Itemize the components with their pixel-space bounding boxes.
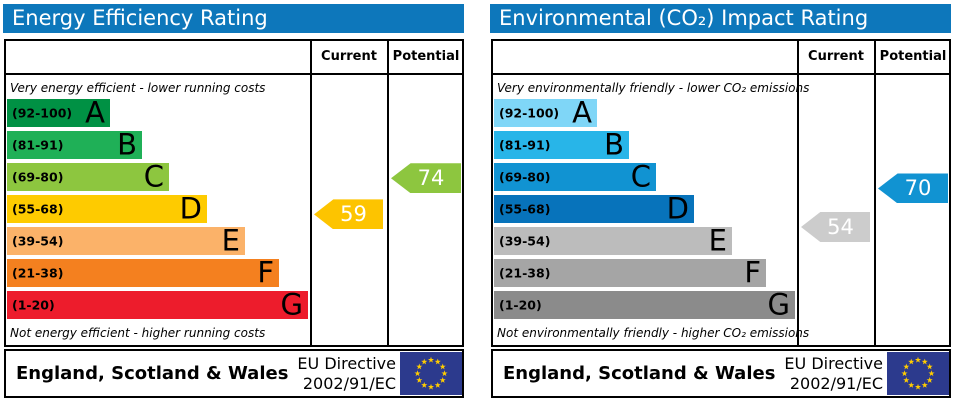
environmental-impact-panel: Environmental (CO₂) Impact Rating Curren… [487, 0, 955, 404]
band-range: (81-91) [499, 137, 551, 153]
table-header-divider [4, 73, 464, 75]
band-range: (39-54) [499, 233, 551, 249]
band-row-b: (81-91) B [494, 127, 629, 162]
band-letter: E [221, 223, 240, 258]
band-letter: B [604, 127, 624, 162]
eu-directive-line2: 2002/91/EC [302, 373, 396, 393]
band-row-a: (92-100) A [7, 95, 110, 130]
band-range: (92-100) [12, 105, 73, 121]
band-letter: B [117, 127, 137, 162]
band-letter: D [179, 191, 202, 226]
band-row-b: (81-91) B [7, 127, 142, 162]
band-letter: E [708, 223, 727, 258]
band-range: (69-80) [499, 169, 551, 185]
band-range: (69-80) [12, 169, 64, 185]
band-row-g: (1-20) G [7, 287, 308, 322]
band-range: (21-38) [12, 265, 64, 281]
band-letter: G [280, 287, 303, 322]
band-range: (39-54) [12, 233, 64, 249]
band-letter: F [257, 255, 274, 290]
region-label: England, Scotland & Wales [503, 363, 776, 384]
band-row-g: (1-20) G [494, 287, 795, 322]
current-column-divider [310, 39, 312, 347]
panel-title: Energy Efficiency Rating [3, 4, 464, 33]
eu-flag-icon [887, 352, 949, 395]
band-letter: A [572, 95, 592, 130]
band-row-d: (55-68) D [494, 191, 694, 226]
potential-column-header: Potential [879, 49, 947, 64]
band-range: (55-68) [499, 201, 551, 217]
band-row-d: (55-68) D [7, 191, 207, 226]
bottom-caption: Not environmentally friendly - higher CO… [497, 326, 810, 340]
eu-directive-line1: EU Directive [297, 354, 396, 374]
eu-directive-line2: 2002/91/EC [789, 373, 883, 393]
region-label: England, Scotland & Wales [16, 363, 289, 384]
band-letter: C [143, 159, 164, 194]
eu-directive-label: EU Directive 2002/91/EC [274, 351, 396, 396]
eu-flag-icon [400, 352, 462, 395]
band-letter: F [744, 255, 761, 290]
band-range: (1-20) [499, 297, 542, 313]
footer-bar: England, Scotland & Wales EU Directive 2… [4, 349, 464, 398]
band-row-e: (39-54) E [7, 223, 245, 258]
band-range: (21-38) [499, 265, 551, 281]
energy-efficiency-panel: Energy Efficiency Rating Current Potenti… [0, 0, 468, 404]
current-column-header: Current [321, 49, 377, 64]
band-row-c: (69-80) C [7, 159, 169, 194]
band-range: (92-100) [499, 105, 560, 121]
current-column-header: Current [808, 49, 864, 64]
top-caption: Very energy efficient - lower running co… [10, 81, 266, 95]
bottom-caption: Not energy efficient - higher running co… [10, 326, 266, 340]
panel-title: Environmental (CO₂) Impact Rating [490, 4, 951, 33]
current-column-divider [797, 39, 799, 347]
eu-directive-line1: EU Directive [784, 354, 883, 374]
eu-directive-label: EU Directive 2002/91/EC [761, 351, 883, 396]
band-range: (1-20) [12, 297, 55, 313]
top-caption: Very environmentally friendly - lower CO… [497, 81, 810, 95]
band-row-c: (69-80) C [494, 159, 656, 194]
band-row-f: (21-38) F [7, 255, 279, 290]
band-row-e: (39-54) E [494, 223, 732, 258]
band-letter: D [666, 191, 689, 226]
band-letter: C [630, 159, 651, 194]
band-range: (55-68) [12, 201, 64, 217]
band-row-a: (92-100) A [494, 95, 597, 130]
potential-column-divider [387, 39, 389, 347]
band-letter: G [767, 287, 790, 322]
band-row-f: (21-38) F [494, 255, 766, 290]
potential-column-header: Potential [392, 49, 460, 64]
potential-column-divider [874, 39, 876, 347]
band-range: (81-91) [12, 137, 64, 153]
footer-bar: England, Scotland & Wales EU Directive 2… [491, 349, 951, 398]
band-letter: A [85, 95, 105, 130]
table-header-divider [491, 73, 951, 75]
